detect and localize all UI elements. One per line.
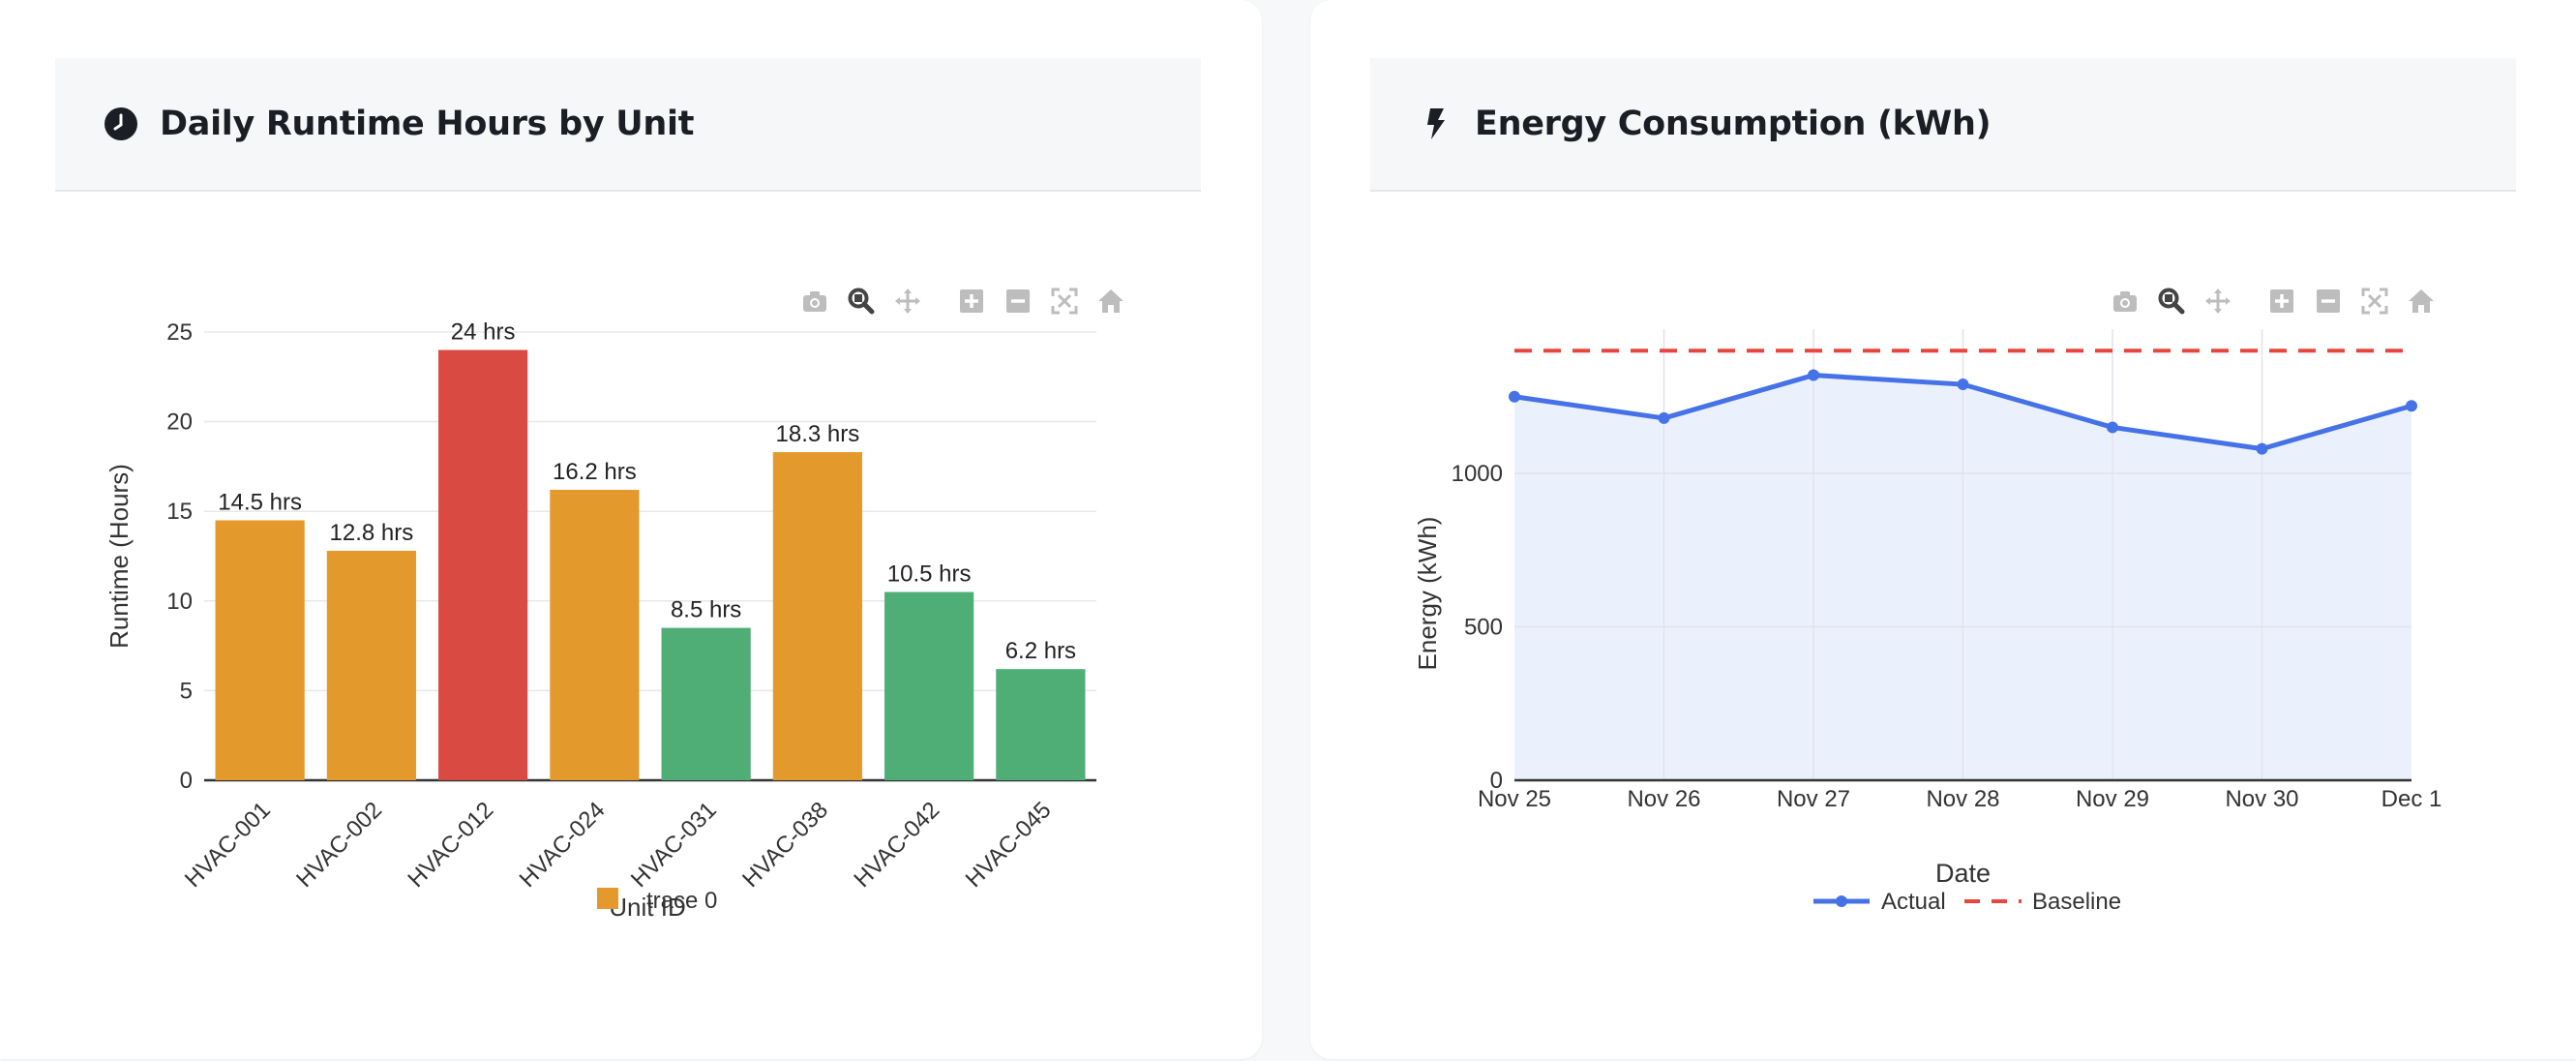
bolt-icon <box>1419 106 1453 141</box>
autoscale-icon[interactable] <box>2360 287 2389 316</box>
y-axis-title: Runtime (Hours) <box>105 464 134 649</box>
x-tick-label: HVAC-002 <box>291 797 387 893</box>
x-tick-label: Nov 25 <box>1478 786 1551 812</box>
bar <box>661 627 751 780</box>
y-tick-label: 10 <box>166 589 193 615</box>
bar <box>550 489 640 780</box>
x-tick-label: Nov 26 <box>1627 786 1700 812</box>
actual-point <box>1509 390 1520 403</box>
bar-data-label: 10.5 hrs <box>887 561 972 588</box>
x-tick-label: HVAC-001 <box>180 797 276 893</box>
runtime-card: Daily Runtime Hours by Unit 0 5 10 15 20 25 14… <box>0 0 1262 1059</box>
runtime-modebar <box>792 287 1134 316</box>
y-tick-label: 25 <box>166 319 193 346</box>
x-tick-label: HVAC-042 <box>849 797 944 893</box>
home-icon[interactable] <box>1096 287 1125 316</box>
x-tick-label: Nov 29 <box>2076 786 2149 812</box>
pan-icon[interactable] <box>2203 287 2232 316</box>
legend-actual-marker <box>1836 895 1847 907</box>
home-icon[interactable] <box>2407 287 2436 316</box>
actual-point <box>1957 379 1969 391</box>
x-tick-label: Nov 28 <box>1926 786 1999 812</box>
camera-icon[interactable] <box>2111 287 2140 316</box>
zoom-icon[interactable] <box>2157 287 2186 316</box>
bar-data-label: 16.2 hrs <box>553 459 637 485</box>
y-axis-title: Energy (kWh) <box>1413 517 1442 671</box>
runtime-card-header: Daily Runtime Hours by Unit <box>55 58 1201 192</box>
runtime-bar-chart: 0 5 10 15 20 25 14.5 hrs HVAC-001 12.8 hrs HVAC-0… <box>105 319 1096 922</box>
actual-point <box>2406 400 2417 412</box>
x-tick-label: HVAC-024 <box>515 797 611 893</box>
legend-swatch <box>597 888 618 909</box>
actual-point <box>2256 442 2268 455</box>
actual-point <box>1808 369 1819 381</box>
camera-icon[interactable] <box>800 287 829 316</box>
autoscale-icon[interactable] <box>1050 287 1079 316</box>
actual-point <box>1658 411 1670 424</box>
x-tick-label: Dec 1 <box>2381 786 2442 812</box>
x-tick-label: HVAC-031 <box>626 797 722 893</box>
y-tick-label: 5 <box>180 678 193 704</box>
energy-card-title: Energy Consumption (kWh) <box>1475 105 1992 143</box>
clock-icon <box>104 106 138 141</box>
x-tick-label: HVAC-045 <box>961 797 1057 893</box>
zoom-out-icon[interactable] <box>1003 287 1033 316</box>
zoom-in-icon[interactable] <box>957 287 986 316</box>
bar-data-label: 12.8 hrs <box>330 520 414 546</box>
bar-data-label: 14.5 hrs <box>218 489 302 515</box>
y-tick-label: 500 <box>1464 614 1503 640</box>
y-tick-label: 0 <box>1490 768 1503 794</box>
legend-actual-label: Actual <box>1881 889 1946 915</box>
energy-card: Energy Consumption (kWh) 0 500 1000 Nov 25 N… <box>1310 0 2576 1059</box>
energy-line-chart: 0 500 1000 Nov 25 Nov 26 Nov 27 Nov 28 Nov 29 No… <box>1413 329 2442 915</box>
bar <box>438 349 528 780</box>
bar <box>996 669 1086 780</box>
x-tick-label: Nov 30 <box>2225 786 2298 812</box>
x-tick-label: Nov 27 <box>1777 786 1850 812</box>
x-tick-label: HVAC-038 <box>737 797 833 893</box>
bar-data-label: 24 hrs <box>451 319 516 346</box>
actual-point <box>2107 421 2118 434</box>
y-tick-label: 1000 <box>1452 461 1503 487</box>
bar <box>326 550 416 780</box>
pan-icon[interactable] <box>893 287 922 316</box>
y-tick-label: 0 <box>180 768 193 794</box>
bar-data-label: 18.3 hrs <box>776 421 860 447</box>
energy-modebar <box>2102 287 2444 316</box>
x-axis-title: Unit ID <box>609 893 685 922</box>
legend-baseline-label: Baseline <box>2032 889 2121 915</box>
bar-data-label: 8.5 hrs <box>671 597 741 623</box>
zoom-in-icon[interactable] <box>2267 287 2296 316</box>
bar <box>884 591 974 780</box>
runtime-card-title: Daily Runtime Hours by Unit <box>160 105 695 143</box>
zoom-out-icon[interactable] <box>2314 287 2343 316</box>
bar <box>772 452 862 780</box>
x-tick-label: HVAC-012 <box>403 797 498 893</box>
bar <box>215 520 305 780</box>
x-axis-title: Date <box>1935 859 1991 888</box>
bar-data-label: 6.2 hrs <box>1005 638 1076 664</box>
zoom-icon[interactable] <box>847 287 876 316</box>
legend-label: trace 0 <box>646 888 717 914</box>
energy-card-header: Energy Consumption (kWh) <box>1370 58 2516 192</box>
y-tick-label: 15 <box>166 499 193 525</box>
y-tick-label: 20 <box>166 409 193 436</box>
